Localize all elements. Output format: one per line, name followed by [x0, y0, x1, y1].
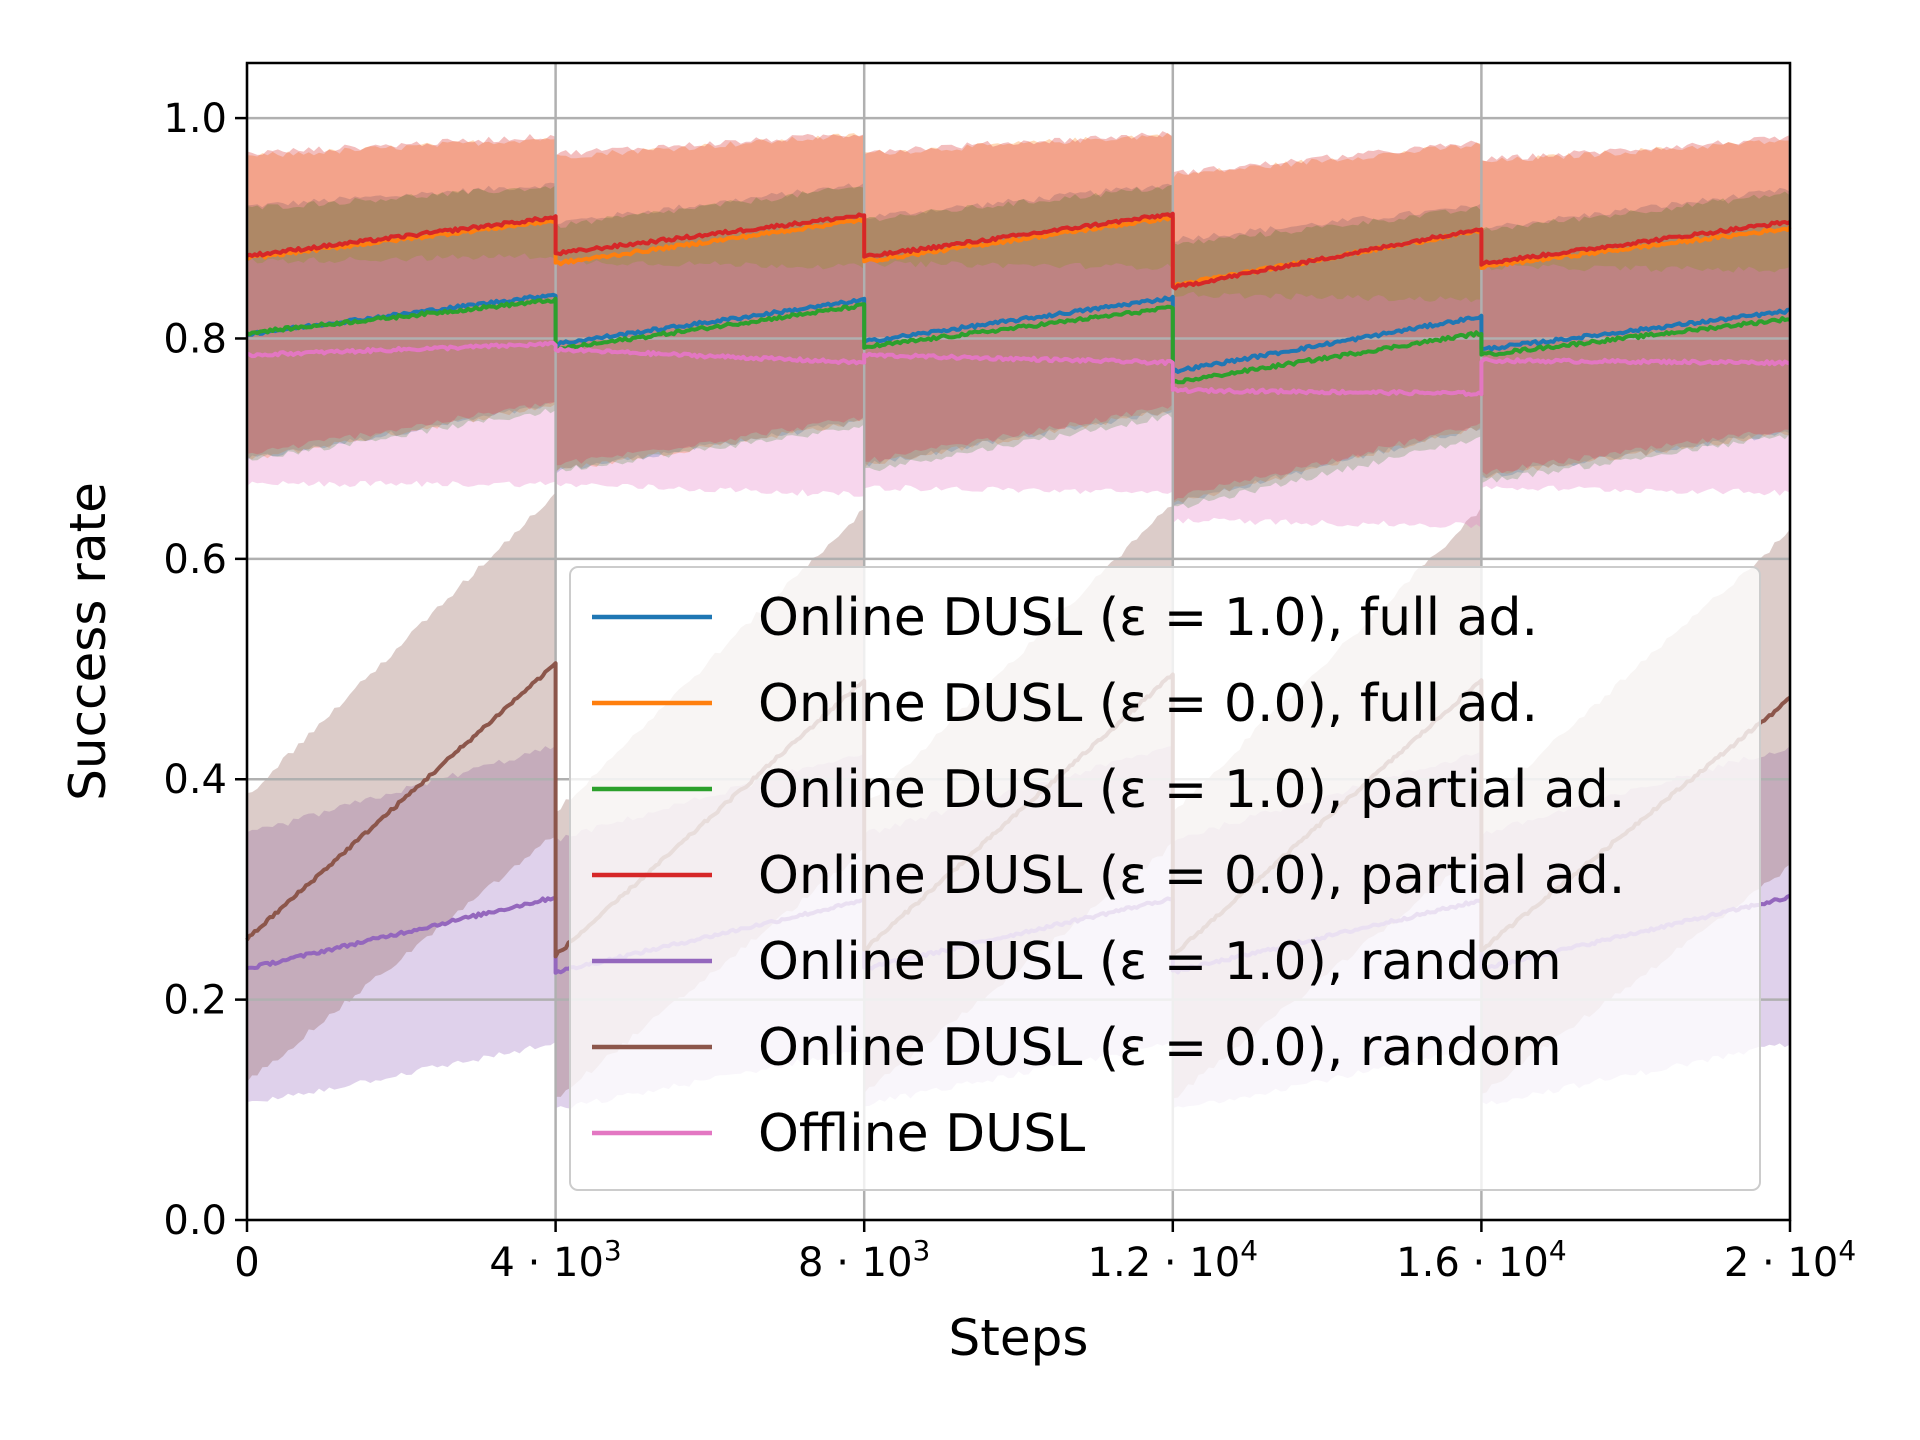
legend-label-5: Online DUSL (ε = 0.0), random	[758, 1018, 1562, 1078]
legend-label-4: Online DUSL (ε = 1.0), random	[758, 932, 1562, 992]
x-axis-ticks: 0 4 · 103 8 · 103 1.2 · 104 1.6 · 104 2 · 104	[234, 1220, 1856, 1286]
band-series-6-segment-3	[1172, 291, 1482, 529]
x-tick-exponent-2: 3	[913, 1234, 931, 1267]
band-series-4-segment-0	[247, 745, 556, 1103]
legend-label-1: Online DUSL (ε = 0.0), full ad.	[758, 674, 1538, 734]
series-line-0	[246, 292, 1791, 375]
band-series-3-segment-1	[555, 134, 865, 466]
band-series-6-segment-1	[555, 259, 865, 497]
y-tick-label-3: 0.6	[163, 537, 227, 583]
x-tick-exponent-5: 4	[1838, 1234, 1856, 1267]
plot-frame	[245, 61, 1792, 1222]
y-axis-ticks: 0.0 0.2 0.4 0.6 0.8 1.0	[163, 96, 247, 1244]
band-series-1-segment-2	[864, 132, 1173, 469]
x-tick-label-1: 4 · 103	[489, 1234, 621, 1286]
x-tick-label-0: 0	[234, 1240, 259, 1286]
band-series-3-segment-4	[1481, 134, 1790, 475]
y-tick-label-1: 0.2	[163, 978, 227, 1024]
legend-label-2: Online DUSL (ε = 1.0), partial ad.	[758, 760, 1625, 820]
series-line-3	[246, 211, 1791, 291]
series-line-6	[246, 340, 1791, 397]
x-axis-title: Steps	[949, 1309, 1089, 1367]
band-series-1-segment-1	[555, 133, 865, 473]
band-series-0-segment-0	[247, 182, 556, 461]
x-tick-label-2: 8 · 103	[798, 1234, 930, 1286]
legend-label-3: Online DUSL (ε = 0.0), partial ad.	[758, 846, 1625, 906]
band-series-3-segment-3	[1172, 140, 1482, 502]
band-series-1-segment-3	[1172, 142, 1482, 504]
x-tick-label-5: 2 · 104	[1724, 1234, 1856, 1286]
band-series-1-segment-4	[1481, 140, 1790, 479]
y-tick-label-4: 0.8	[163, 316, 227, 362]
x-tick-exponent-1: 3	[604, 1234, 622, 1267]
band-series-5-segment-0	[247, 492, 556, 1083]
y-tick-label-5: 1.0	[163, 96, 227, 142]
band-series-2-segment-0	[247, 185, 556, 461]
band-series-0-segment-3	[1172, 203, 1482, 506]
legend: Online DUSL (ε = 1.0), full ad. Online DU…	[569, 566, 1761, 1191]
band-series-0-segment-4	[1481, 187, 1790, 479]
band-series-3-segment-2	[864, 131, 1173, 463]
series-line-1	[246, 215, 1792, 288]
legend-label-0: Online DUSL (ε = 1.0), full ad.	[758, 588, 1538, 648]
y-tick-label-0: 0.0	[163, 1198, 227, 1244]
y-tick-label-2: 0.4	[163, 757, 227, 803]
x-tick-exponent-3: 4	[1240, 1234, 1258, 1267]
legend-label-6: Offline DUSL	[758, 1104, 1085, 1164]
series-line-2	[246, 296, 1791, 385]
x-tick-label-3: 1.2 · 104	[1088, 1234, 1258, 1286]
band-series-3-segment-0	[247, 134, 556, 455]
band-series-1-segment-0	[247, 137, 556, 460]
legend-box	[569, 566, 1761, 1191]
x-tick-exponent-4: 4	[1549, 1234, 1567, 1267]
band-series-6-segment-2	[864, 260, 1173, 494]
y-axis-title: Success rate	[59, 482, 117, 801]
band-series-6-segment-4	[1481, 264, 1790, 496]
x-tick-label-4: 1.6 · 104	[1396, 1234, 1566, 1286]
band-series-6-segment-0	[247, 253, 556, 488]
